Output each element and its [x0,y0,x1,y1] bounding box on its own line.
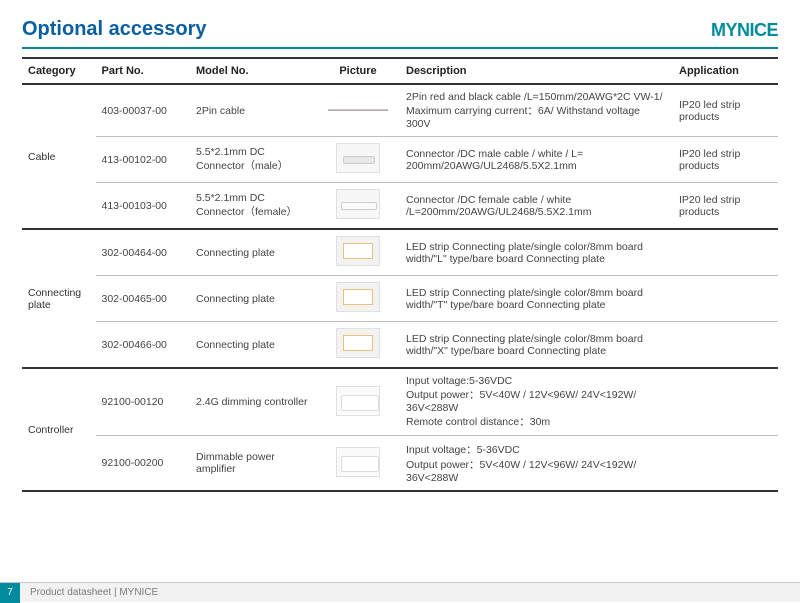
accessory-table: Category Part No. Model No. Picture Desc… [22,57,778,492]
footer-text: Product datasheet | MYNICE [20,587,158,598]
col-application: Application [673,58,778,84]
model-no: Connecting plate [190,322,316,369]
category-cell: Cable [22,84,96,229]
application-cell: IP20 led strip products [673,137,778,183]
plate-icon [336,328,380,358]
part-no: 413-00102-00 [96,137,191,183]
table-row: 413-00102-005.5*2.1mm DC Connector（male）… [22,137,778,183]
model-no: 5.5*2.1mm DC Connector（female） [190,183,316,230]
table-row: 302-00466-00Connecting plate LED strip Co… [22,322,778,369]
application-cell: IP20 led strip products [673,84,778,137]
picture-cell [316,183,400,230]
dc-male-icon [336,143,380,173]
cable-icon [328,106,388,114]
application-cell [673,436,778,492]
table-header-row: Category Part No. Model No. Picture Desc… [22,58,778,84]
category-cell: Connecting plate [22,229,96,368]
part-no: 413-00103-00 [96,183,191,230]
picture-cell [316,276,400,322]
application-cell [673,322,778,369]
table-row: Cable403-00037-002Pin cable2Pin red and … [22,84,778,137]
page-header: Optional accessory MYNICE [22,18,778,49]
plate-icon [336,282,380,312]
picture-cell [316,368,400,436]
col-picture: Picture [316,58,400,84]
model-no: 2.4G dimming controller [190,368,316,436]
description-cell: Input voltage：5-36VDC Output power：5V<40… [400,436,673,492]
picture-cell [316,322,400,369]
table-row: 302-00465-00Connecting plate LED strip Co… [22,276,778,322]
page-number: 7 [0,583,20,603]
picture-cell [316,436,400,492]
col-category: Category [22,58,96,84]
model-no: Connecting plate [190,229,316,276]
part-no: 92100-00200 [96,436,191,492]
page-title: Optional accessory [22,18,207,41]
description-cell: Connector /DC female cable / white /L=20… [400,183,673,230]
table-row: Controller92100-001202.4G dimming contro… [22,368,778,436]
col-part: Part No. [96,58,191,84]
brand-logo: MYNICE [711,20,778,41]
part-no: 92100-00120 [96,368,191,436]
model-no: 5.5*2.1mm DC Connector（male） [190,137,316,183]
picture-cell [316,137,400,183]
description-cell: Input voltage:5-36VDC Output power：5V<40… [400,368,673,436]
part-no: 302-00464-00 [96,229,191,276]
description-cell: LED strip Connecting plate/single color/… [400,276,673,322]
page-footer: 7 Product datasheet | MYNICE [0,582,800,602]
part-no: 403-00037-00 [96,84,191,137]
application-cell [673,276,778,322]
category-cell: Controller [22,368,96,491]
ctrl-icon [336,386,380,416]
picture-cell [316,229,400,276]
application-cell [673,368,778,436]
table-row: 92100-00200Dimmable power amplifier Input… [22,436,778,492]
table-row: Connecting plate302-00464-00Connecting p… [22,229,778,276]
table-row: 413-00103-005.5*2.1mm DC Connector（femal… [22,183,778,230]
description-cell: Connector /DC male cable / white / L= 20… [400,137,673,183]
dc-female-icon [336,189,380,219]
model-no: Dimmable power amplifier [190,436,316,492]
picture-cell [316,84,400,137]
ctrl-icon [336,447,380,477]
model-no: Connecting plate [190,276,316,322]
part-no: 302-00465-00 [96,276,191,322]
application-cell [673,229,778,276]
description-cell: LED strip Connecting plate/single color/… [400,322,673,369]
model-no: 2Pin cable [190,84,316,137]
description-cell: LED strip Connecting plate/single color/… [400,229,673,276]
plate-icon [336,236,380,266]
col-description: Description [400,58,673,84]
application-cell: IP20 led strip products [673,183,778,230]
col-model: Model No. [190,58,316,84]
part-no: 302-00466-00 [96,322,191,369]
description-cell: 2Pin red and black cable /L=150mm/20AWG*… [400,84,673,137]
